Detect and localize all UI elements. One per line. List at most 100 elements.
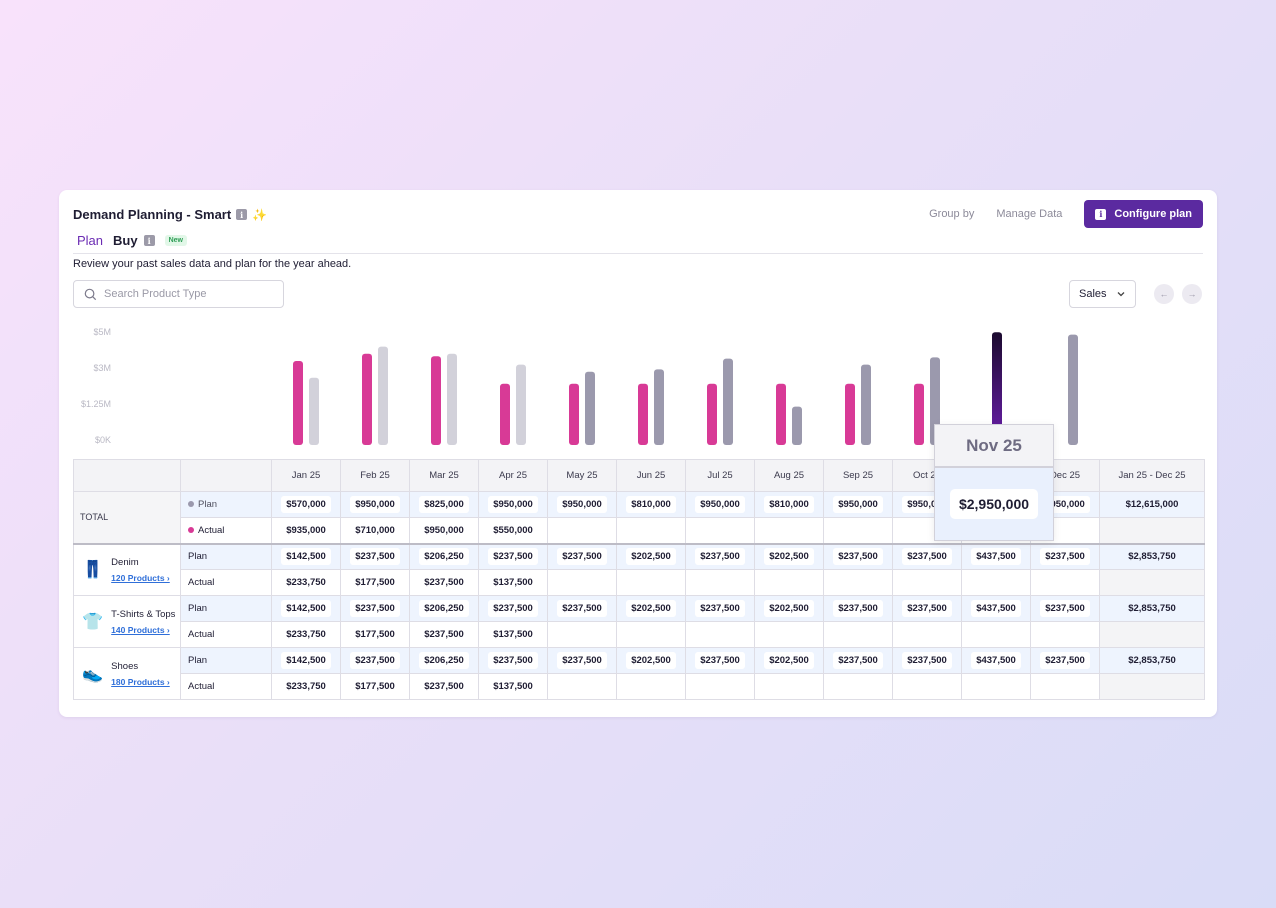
plan-total-cell[interactable]: $2,853,750 — [1099, 542, 1205, 570]
bar-actual-apr-25[interactable] — [500, 383, 510, 445]
products-link[interactable]: 140 Products › — [111, 624, 170, 635]
plan-cell[interactable]: $237,500 — [478, 647, 548, 674]
plan-cell[interactable]: $237,500 — [685, 647, 755, 674]
manage-data-button[interactable]: Manage Data — [996, 208, 1063, 220]
plan-total-cell[interactable]: $2,853,750 — [1099, 647, 1205, 674]
plan-cell[interactable]: $950,000 — [340, 491, 410, 518]
actual-cell[interactable]: $237,500 — [409, 569, 479, 596]
plan-cell[interactable]: $237,500 — [340, 595, 410, 622]
bar-actual-jan-25[interactable] — [293, 361, 303, 445]
prev-arrow-button[interactable]: ← — [1154, 284, 1174, 304]
plan-cell[interactable]: $237,500 — [1030, 542, 1100, 570]
tab-buy[interactable]: Buy i New — [113, 233, 187, 248]
bar-plan-dec-25[interactable] — [1068, 334, 1078, 445]
plan-cell[interactable]: $950,000 — [685, 491, 755, 518]
plan-cell[interactable]: $950,000 — [547, 491, 617, 518]
bar-actual-jul-25[interactable] — [707, 383, 717, 445]
plan-cell[interactable]: $237,500 — [685, 542, 755, 570]
actual-cell[interactable]: $950,000 — [409, 517, 479, 544]
plan-cell[interactable]: $437,500 — [961, 595, 1031, 622]
actual-cell[interactable]: $550,000 — [478, 517, 548, 544]
plan-cell[interactable]: $142,500 — [271, 595, 341, 622]
plan-cell[interactable]: $237,500 — [892, 542, 962, 570]
actual-cell[interactable]: $233,750 — [271, 673, 341, 700]
plan-cell[interactable]: $237,500 — [823, 542, 893, 570]
plan-cell[interactable]: $810,000 — [616, 491, 686, 518]
search-input[interactable] — [104, 288, 274, 300]
actual-cell[interactable]: $935,000 — [271, 517, 341, 544]
products-link[interactable]: 120 Products › — [111, 572, 170, 583]
actual-cell[interactable]: $233,750 — [271, 569, 341, 596]
plan-cell[interactable]: $237,500 — [478, 542, 548, 570]
bar-plan-may-25[interactable] — [585, 371, 595, 445]
plan-cell[interactable]: $237,500 — [1030, 647, 1100, 674]
plan-cell[interactable]: $142,500 — [271, 647, 341, 674]
plan-cell[interactable]: $437,500 — [961, 647, 1031, 674]
actual-cell[interactable]: $237,500 — [409, 673, 479, 700]
plan-cell[interactable]: $437,500 — [961, 542, 1031, 570]
plan-cell[interactable]: $202,500 — [616, 647, 686, 674]
bar-plan-feb-25[interactable] — [378, 346, 388, 445]
bar-plan-apr-25[interactable] — [516, 364, 526, 445]
group-by-button[interactable]: Group by — [929, 208, 975, 220]
bar-plan-jan-25[interactable] — [309, 377, 319, 445]
bar-plan-oct-25[interactable] — [930, 357, 940, 445]
actual-cell[interactable]: $137,500 — [478, 673, 548, 700]
bar-actual-aug-25[interactable] — [776, 383, 786, 445]
plan-cell[interactable]: $950,000 — [478, 491, 548, 518]
plan-cell[interactable]: $202,500 — [616, 542, 686, 570]
actual-cell[interactable]: $137,500 — [478, 621, 548, 648]
configure-plan-button[interactable]: i Configure plan — [1084, 200, 1203, 228]
tab-plan[interactable]: Plan — [77, 233, 104, 248]
bar-actual-feb-25[interactable] — [362, 353, 372, 445]
actual-cell[interactable]: $237,500 — [409, 621, 479, 648]
bar-plan-jun-25[interactable] — [654, 369, 664, 445]
plan-cell[interactable]: $202,500 — [754, 647, 824, 674]
bar-actual-jun-25[interactable] — [638, 383, 648, 445]
plan-cell[interactable]: $206,250 — [409, 542, 479, 570]
plan-cell[interactable]: $237,500 — [478, 595, 548, 622]
plan-cell[interactable]: $206,250 — [409, 595, 479, 622]
plan-total-cell[interactable]: $2,853,750 — [1099, 595, 1205, 622]
plan-cell[interactable]: $237,500 — [1030, 595, 1100, 622]
plan-cell[interactable]: $237,500 — [547, 647, 617, 674]
bar-actual-may-25[interactable] — [569, 383, 579, 445]
plan-cell[interactable]: $202,500 — [616, 595, 686, 622]
bar-actual-sep-25[interactable] — [845, 383, 855, 445]
bar-plan-nov-25[interactable] — [992, 332, 1002, 445]
actual-cell[interactable]: $177,500 — [340, 621, 410, 648]
bar-plan-sep-25[interactable] — [861, 364, 871, 445]
bar-actual-oct-25[interactable] — [914, 383, 924, 445]
actual-cell[interactable]: $710,000 — [340, 517, 410, 544]
actual-cell[interactable]: $177,500 — [340, 673, 410, 700]
actual-cell[interactable]: $233,750 — [271, 621, 341, 648]
products-link[interactable]: 180 Products › — [111, 676, 170, 687]
plan-cell[interactable]: $237,500 — [823, 647, 893, 674]
plan-cell[interactable]: $237,500 — [892, 595, 962, 622]
plan-cell[interactable]: $237,500 — [547, 542, 617, 570]
bar-plan-mar-25[interactable] — [447, 353, 457, 445]
plan-cell[interactable]: $237,500 — [340, 542, 410, 570]
plan-cell[interactable]: $570,000 — [271, 491, 341, 518]
plan-cell[interactable]: $206,250 — [409, 647, 479, 674]
plan-cell[interactable]: $237,500 — [547, 595, 617, 622]
plan-cell[interactable]: $810,000 — [754, 491, 824, 518]
plan-cell[interactable]: $237,500 — [685, 595, 755, 622]
next-arrow-button[interactable]: → — [1182, 284, 1202, 304]
plan-cell[interactable]: $142,500 — [271, 542, 341, 570]
bar-actual-mar-25[interactable] — [431, 356, 441, 445]
metric-select[interactable]: Sales — [1069, 280, 1136, 308]
plan-cell[interactable]: $950,000 — [823, 491, 893, 518]
plan-cell[interactable]: $202,500 — [754, 595, 824, 622]
bar-plan-jul-25[interactable] — [723, 358, 733, 445]
bar-plan-aug-25[interactable] — [792, 406, 802, 445]
plan-cell[interactable]: $202,500 — [754, 542, 824, 570]
plan-cell[interactable]: $237,500 — [340, 647, 410, 674]
plan-cell[interactable]: $237,500 — [823, 595, 893, 622]
info-icon[interactable]: i — [236, 209, 248, 220]
plan-cell[interactable]: $825,000 — [409, 491, 479, 518]
plan-cell[interactable]: $237,500 — [892, 647, 962, 674]
plan-total-cell[interactable]: $12,615,000 — [1099, 491, 1205, 518]
actual-cell[interactable]: $177,500 — [340, 569, 410, 596]
actual-cell[interactable]: $137,500 — [478, 569, 548, 596]
